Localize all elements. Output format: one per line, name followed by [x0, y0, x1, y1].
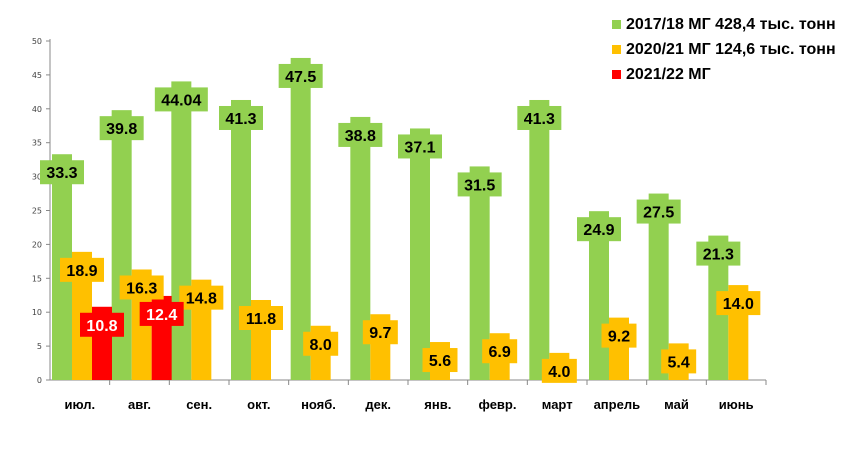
data-label-box [422, 348, 458, 373]
y-tick-label: 40 [32, 105, 42, 114]
data-label: 4.0 [548, 364, 570, 381]
data-label-box [457, 172, 502, 197]
data-label-box [517, 105, 562, 130]
bar [171, 81, 192, 380]
data-label-box [99, 116, 144, 141]
data-label: 10.8 [86, 318, 117, 335]
data-label-box [60, 257, 104, 282]
data-label-box [239, 305, 283, 330]
x-tick-label: нояб. [301, 397, 336, 412]
data-label: 41.3 [225, 111, 256, 128]
data-label-box [303, 331, 339, 356]
x-tick-label: апрель [594, 397, 641, 412]
data-label-box [696, 241, 741, 266]
bar [469, 166, 490, 380]
legend-label: 2021/22 МГ [626, 65, 711, 83]
data-label-box [80, 312, 124, 337]
legend-swatch [612, 45, 621, 54]
y-tick-label: 20 [32, 240, 42, 249]
data-label-box [154, 87, 208, 112]
bar [231, 99, 251, 381]
legend-swatch [612, 20, 621, 29]
data-label: 27.5 [643, 205, 674, 222]
y-tick-label: 35 [32, 139, 42, 148]
y-tick-label: 50 [32, 37, 42, 46]
data-label-box [398, 134, 442, 159]
data-label-box [661, 349, 697, 374]
data-label-box [338, 122, 383, 147]
data-label: 5.6 [429, 353, 451, 370]
data-label-box [636, 199, 681, 224]
legend-swatch [612, 70, 621, 79]
y-tick-label: 30 [32, 173, 42, 182]
data-label: 39.8 [106, 121, 137, 138]
data-label: 9.7 [369, 325, 391, 342]
data-label-box [541, 358, 577, 383]
bar [111, 110, 132, 380]
x-tick-label: окт. [247, 397, 270, 412]
data-label: 31.5 [464, 177, 495, 194]
data-label: 14.0 [723, 296, 754, 313]
legend: 2017/18 МГ 428,4 тыс. тонн 2020/21 МГ 12… [612, 12, 836, 87]
data-label: 47.5 [285, 69, 316, 86]
y-tick-label: 45 [32, 71, 42, 80]
data-label-box [139, 301, 184, 326]
data-label-box [179, 285, 224, 310]
data-label-box [278, 63, 323, 88]
data-label-box [482, 339, 518, 364]
data-label: 37.1 [404, 139, 435, 156]
legend-item: 2017/18 МГ 428,4 тыс. тонн [612, 12, 836, 37]
data-label: 18.9 [66, 263, 97, 280]
y-tick-label: 5 [37, 342, 42, 351]
data-label-box [601, 323, 637, 348]
x-tick-label: июнь [719, 397, 754, 412]
data-label-box [716, 291, 761, 316]
x-tick-label: май [664, 397, 689, 412]
data-label: 9.2 [608, 329, 630, 346]
data-label: 41.3 [524, 111, 555, 128]
x-tick-label: сен. [186, 397, 212, 412]
bar [410, 128, 430, 380]
x-tick-label: дек. [365, 397, 391, 412]
x-tick-label: февр. [479, 397, 517, 412]
data-label: 8.0 [310, 337, 332, 354]
data-label: 44.04 [161, 92, 201, 109]
data-label-box [577, 217, 621, 242]
data-label-box [40, 160, 84, 185]
legend-item: 2020/21 МГ 124,6 тыс. тонн [612, 37, 836, 62]
x-tick-label: март [542, 397, 573, 412]
y-tick-label: 15 [32, 274, 42, 283]
data-label: 24.9 [583, 222, 614, 239]
data-label: 33.3 [46, 165, 77, 182]
data-label-box [119, 275, 164, 300]
data-label-box [219, 105, 263, 130]
y-tick-label: 0 [37, 376, 42, 385]
y-tick-label: 10 [32, 308, 42, 317]
x-tick-label: янв. [424, 397, 451, 412]
bar [290, 57, 311, 380]
data-label: 12.4 [146, 307, 177, 324]
bar [529, 99, 550, 381]
data-label: 38.8 [345, 128, 376, 145]
legend-label: 2017/18 МГ 428,4 тыс. тонн [626, 15, 836, 33]
data-label-box [362, 320, 398, 345]
data-label: 16.3 [126, 280, 157, 297]
legend-item: 2021/22 МГ [612, 62, 836, 87]
data-label: 6.9 [489, 344, 511, 361]
x-tick-label: июл. [65, 397, 96, 412]
x-tick-label: авг. [128, 397, 151, 412]
y-tick-label: 25 [32, 207, 42, 216]
bar [350, 116, 371, 380]
data-label: 5.4 [668, 354, 690, 371]
data-label: 14.8 [186, 291, 217, 308]
data-label: 11.8 [246, 311, 276, 328]
bar [648, 193, 669, 380]
legend-label: 2020/21 МГ 124,6 тыс. тонн [626, 40, 836, 58]
data-label: 21.3 [703, 247, 734, 264]
